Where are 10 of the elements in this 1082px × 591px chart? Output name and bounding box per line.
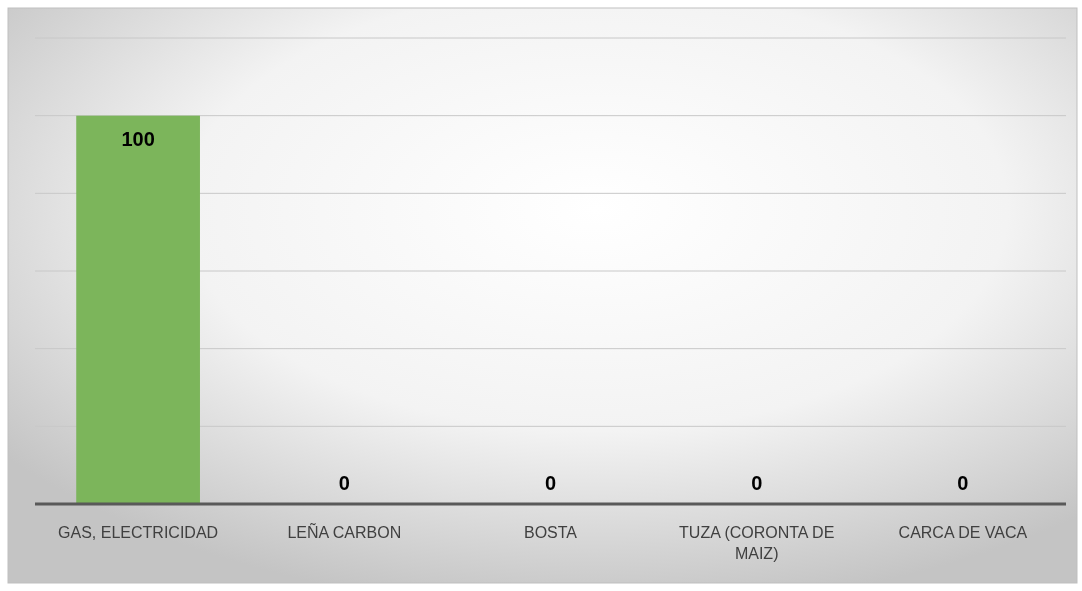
data-label: 0: [544, 472, 557, 494]
x-tick-label: GAS, ELECTRICIDAD: [58, 524, 219, 541]
data-label: 0: [338, 472, 350, 494]
x-tick-label: TUZA (CORONTA DE MAIZ): [679, 524, 835, 562]
data-label: 100: [121, 127, 155, 150]
x-tick-label: LEÑA CARBON: [287, 522, 402, 541]
x-tick-label: BOSTA: [523, 524, 578, 541]
x-tick-label: CARCA DE VACA: [898, 524, 1028, 541]
data-label: 0: [957, 472, 969, 494]
data-label: 0: [751, 472, 763, 494]
